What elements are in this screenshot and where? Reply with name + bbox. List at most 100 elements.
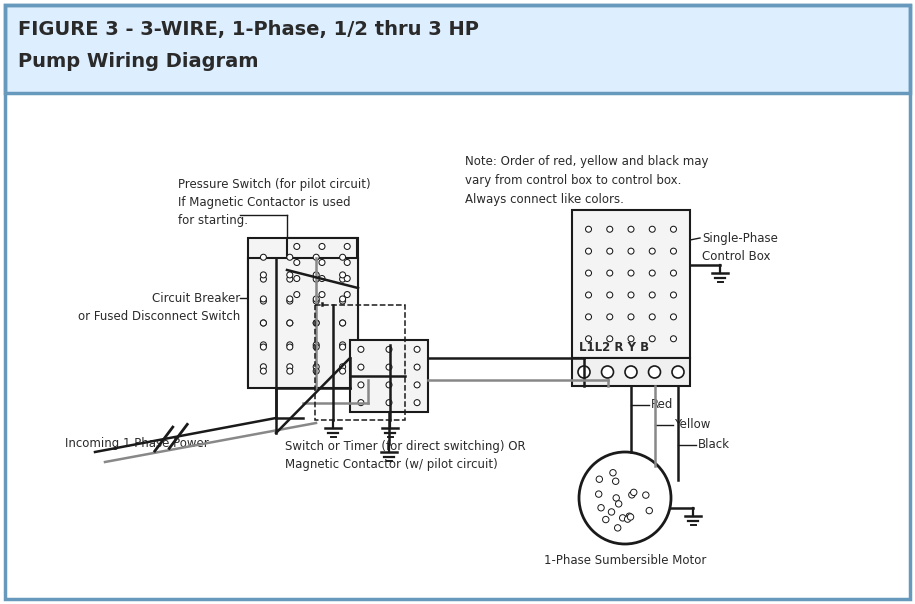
Circle shape [261,296,266,302]
Circle shape [613,495,619,501]
Circle shape [286,276,293,282]
Circle shape [607,248,613,254]
Text: Black: Black [698,439,730,452]
Circle shape [628,314,634,320]
Circle shape [386,364,392,370]
Circle shape [671,336,676,342]
Bar [315,305,405,420]
Text: Pressure Switch (for pilot circuit)
If Magnetic Contactor is used
for starting.: Pressure Switch (for pilot circuit) If M… [178,178,371,227]
Circle shape [607,292,613,298]
Bar [248,238,358,386]
Circle shape [313,296,319,302]
Circle shape [339,276,346,282]
Circle shape [671,248,676,254]
Circle shape [671,226,676,233]
Circle shape [603,516,609,522]
Circle shape [586,292,591,298]
Circle shape [313,364,319,370]
Circle shape [646,507,652,514]
Circle shape [628,336,634,342]
Circle shape [344,243,350,249]
Circle shape [344,292,350,298]
Circle shape [386,382,392,388]
Circle shape [344,260,350,266]
Circle shape [649,366,661,378]
Circle shape [586,270,591,276]
Circle shape [601,366,613,378]
Circle shape [650,248,655,254]
Circle shape [579,452,671,544]
Circle shape [386,346,392,352]
Circle shape [344,275,350,281]
Circle shape [629,492,635,498]
Circle shape [339,298,346,304]
Text: Pump Wiring Diagram: Pump Wiring Diagram [18,52,259,71]
Circle shape [339,296,346,302]
Text: Note: Order of red, yellow and black may
vary from control box to control box.
A: Note: Order of red, yellow and black may… [465,155,708,206]
Circle shape [650,314,655,320]
Circle shape [597,504,604,511]
Circle shape [261,272,266,278]
Circle shape [586,248,591,254]
Circle shape [261,320,266,326]
Text: Yellow: Yellow [674,419,711,431]
Circle shape [607,270,613,276]
Text: 1-Phase Sumbersible Motor: 1-Phase Sumbersible Motor [544,554,706,567]
Circle shape [319,260,325,266]
Circle shape [628,292,634,298]
Circle shape [386,400,392,406]
Circle shape [607,226,613,233]
Circle shape [261,342,266,348]
Text: Red: Red [651,399,673,411]
Circle shape [619,515,626,521]
Circle shape [414,400,420,406]
Circle shape [319,292,325,298]
Circle shape [414,382,420,388]
Circle shape [261,254,266,260]
Circle shape [286,368,293,374]
Circle shape [671,292,676,298]
Circle shape [358,364,364,370]
Circle shape [596,491,602,497]
Circle shape [261,298,266,304]
Circle shape [597,476,603,483]
Circle shape [313,320,319,326]
Circle shape [339,320,346,326]
Circle shape [286,298,293,304]
Circle shape [294,260,300,266]
Circle shape [339,272,346,278]
Circle shape [626,513,632,519]
Circle shape [628,270,634,276]
Circle shape [616,501,622,507]
Circle shape [286,320,293,326]
Circle shape [628,514,634,520]
Circle shape [313,344,319,350]
Circle shape [650,226,655,233]
Bar [287,238,357,303]
Circle shape [339,364,346,370]
Bar [572,358,690,386]
Circle shape [313,254,319,260]
Circle shape [650,270,655,276]
Circle shape [628,226,634,233]
Circle shape [586,226,591,233]
Circle shape [414,364,420,370]
Circle shape [313,298,319,304]
Circle shape [339,344,346,350]
Text: Single-Phase
Control Box: Single-Phase Control Box [702,232,778,263]
Circle shape [319,243,325,249]
Bar [572,210,690,358]
Circle shape [586,314,591,320]
Text: Circuit Breaker
or Fused Disconnect Switch: Circuit Breaker or Fused Disconnect Swit… [78,292,240,324]
Circle shape [358,400,364,406]
Circle shape [294,275,300,281]
Text: Switch or Timer (for direct switching) OR
Magnetic Contactor (w/ pilot circuit): Switch or Timer (for direct switching) O… [285,440,525,471]
Circle shape [286,364,293,370]
Circle shape [650,292,655,298]
Circle shape [612,478,619,484]
Circle shape [608,509,615,515]
Circle shape [607,336,613,342]
Bar [248,258,358,388]
Circle shape [319,275,325,281]
Circle shape [671,270,676,276]
